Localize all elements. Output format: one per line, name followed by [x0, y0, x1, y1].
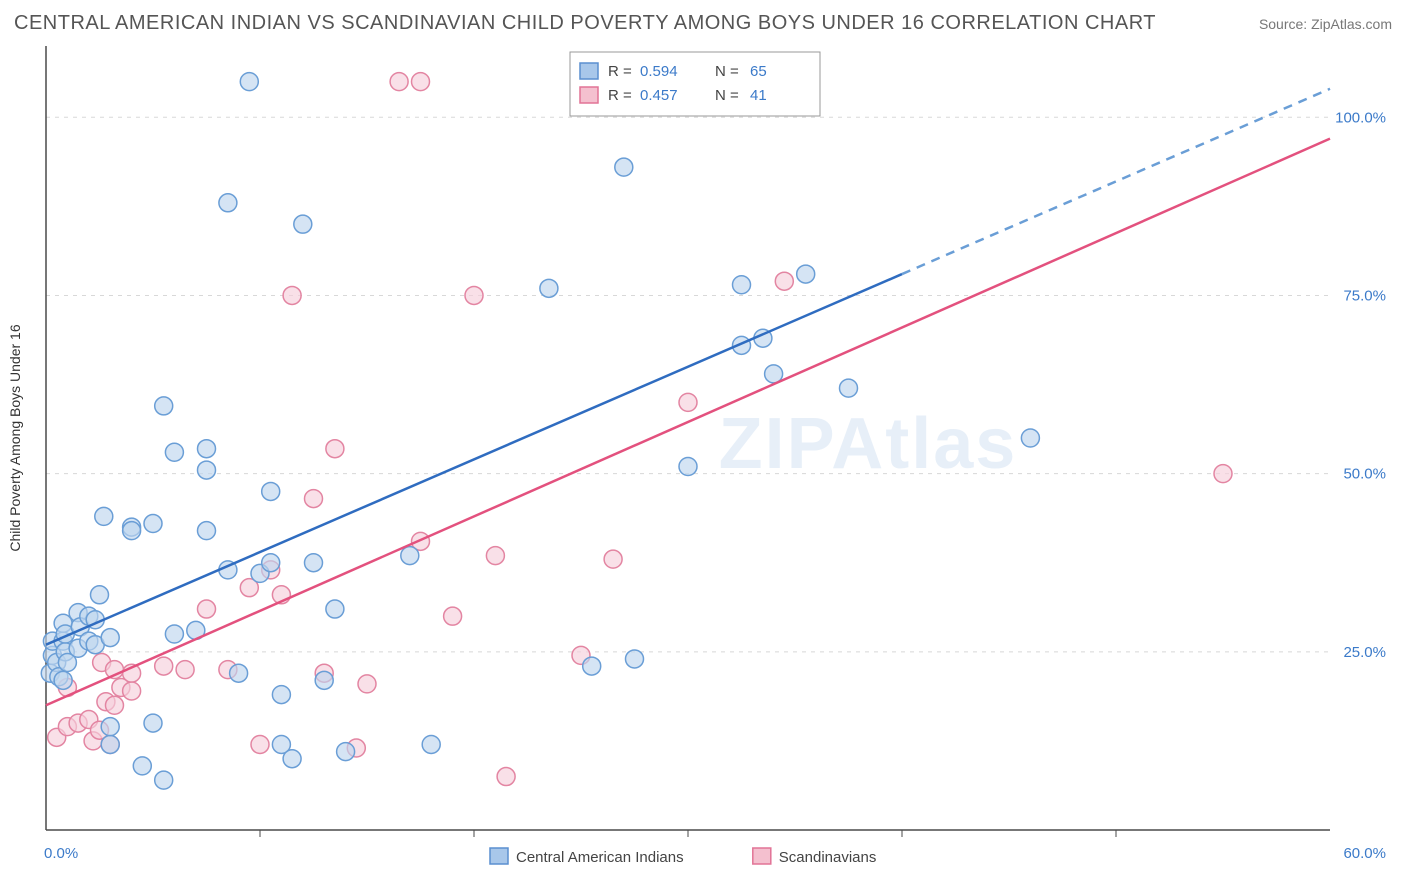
trend-line-central-american-dashed [902, 89, 1330, 274]
data-point [272, 686, 290, 704]
data-point [155, 657, 173, 675]
data-point [101, 718, 119, 736]
legend-r-label: R = [608, 63, 632, 80]
data-point [91, 586, 109, 604]
data-point [486, 547, 504, 565]
data-point [262, 554, 280, 572]
legend-n-value: 41 [750, 87, 767, 104]
data-point [123, 682, 141, 700]
data-point [294, 215, 312, 233]
data-point [797, 265, 815, 283]
data-point [444, 607, 462, 625]
data-point [775, 272, 793, 290]
y-tick-label: 25.0% [1343, 644, 1386, 661]
data-point [251, 735, 269, 753]
data-point [679, 393, 697, 411]
data-point [840, 379, 858, 397]
data-point [679, 458, 697, 476]
x-max-label: 60.0% [1343, 845, 1386, 862]
legend-swatch [580, 87, 598, 103]
data-point [198, 600, 216, 618]
data-point [198, 461, 216, 479]
trend-line-scandinavian [46, 139, 1330, 706]
data-point [733, 276, 751, 294]
data-point [283, 750, 301, 768]
data-point [412, 73, 430, 91]
data-point [315, 671, 333, 689]
data-point [155, 397, 173, 415]
data-point [101, 735, 119, 753]
data-point [615, 158, 633, 176]
data-point [326, 600, 344, 618]
data-point [1214, 465, 1232, 483]
data-point [144, 515, 162, 533]
y-tick-label: 100.0% [1335, 109, 1386, 126]
watermark: ZIPAtlas [719, 404, 1018, 484]
data-point [155, 771, 173, 789]
legend-swatch [490, 848, 508, 864]
data-point [1021, 429, 1039, 447]
data-point [144, 714, 162, 732]
data-point [326, 440, 344, 458]
data-point [283, 286, 301, 304]
data-point [176, 661, 194, 679]
legend-r-value: 0.594 [640, 63, 678, 80]
legend-r-value: 0.457 [640, 87, 678, 104]
data-point [262, 482, 280, 500]
y-axis-title: Child Poverty Among Boys Under 16 [7, 324, 23, 551]
data-point [604, 550, 622, 568]
data-point [626, 650, 644, 668]
legend-series-label: Central American Indians [516, 849, 684, 866]
data-point [358, 675, 376, 693]
data-point [133, 757, 151, 775]
data-point [401, 547, 419, 565]
data-point [540, 279, 558, 297]
data-point [305, 490, 323, 508]
y-tick-label: 50.0% [1343, 466, 1386, 483]
legend-n-value: 65 [750, 63, 767, 80]
data-point [422, 735, 440, 753]
data-point [583, 657, 601, 675]
legend-n-label: N = [715, 87, 739, 104]
legend-series-label: Scandinavians [779, 849, 877, 866]
correlation-chart: 25.0% 50.0% 75.0% 100.0% 0.0% 60.0% Child Pove… [0, 0, 1406, 892]
data-point [219, 194, 237, 212]
y-tick-label: 75.0% [1343, 287, 1386, 304]
stats-legend-box [570, 52, 820, 116]
data-point [165, 625, 183, 643]
data-point [54, 671, 72, 689]
data-point [95, 507, 113, 525]
data-point [101, 629, 119, 647]
legend-n-label: N = [715, 63, 739, 80]
data-point [105, 696, 123, 714]
data-point [337, 743, 355, 761]
data-point [465, 286, 483, 304]
data-point [497, 768, 515, 786]
legend-swatch [580, 63, 598, 79]
legend-swatch [753, 848, 771, 864]
data-point [123, 522, 141, 540]
x-min-label: 0.0% [44, 845, 78, 862]
data-point [305, 554, 323, 572]
data-point [230, 664, 248, 682]
data-point [165, 443, 183, 461]
data-point [390, 73, 408, 91]
legend-r-label: R = [608, 87, 632, 104]
data-point [198, 522, 216, 540]
data-point [198, 440, 216, 458]
data-point [240, 73, 258, 91]
